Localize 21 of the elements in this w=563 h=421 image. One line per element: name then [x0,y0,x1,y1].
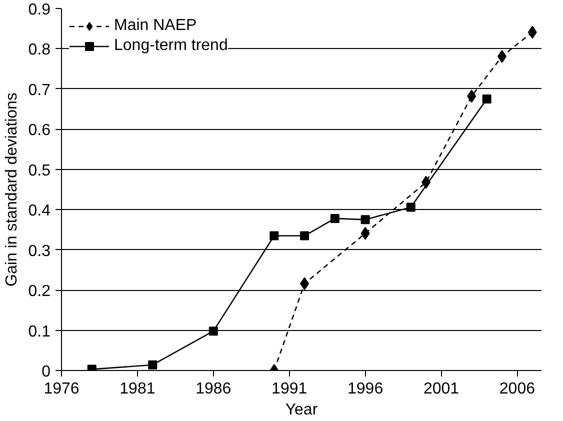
x-tick-label: 1991 [272,380,308,398]
y-tick-label: 0.5 [28,162,51,180]
y-tick-label: 0.1 [28,323,51,340]
x-tick-label: 2001 [423,380,460,398]
y-tick-label: 0.7 [28,82,51,99]
y-tick-label: 0.2 [28,283,51,300]
y-tick-label: 0.9 [28,2,51,18]
x-tick-label: 1986 [196,380,232,398]
y-tick-label: 0.6 [28,122,51,140]
legend-label: Main NAEP [114,17,197,35]
y-tick-label: 0.4 [28,202,51,220]
legend-label: Long-term trend [114,37,228,55]
y-axis-title: Gain in standard deviations [3,92,20,286]
x-tick-label: 1981 [120,380,156,398]
y-tick-label: 0 [42,364,51,380]
x-tick-label: 1976 [44,380,80,398]
x-tick-label: 1996 [348,380,384,398]
x-axis-title: Year [285,402,318,418]
y-tick-label: 0.8 [28,42,51,59]
x-tick-label: 2006 [499,380,536,398]
y-tick-label: 0.3 [28,242,51,260]
